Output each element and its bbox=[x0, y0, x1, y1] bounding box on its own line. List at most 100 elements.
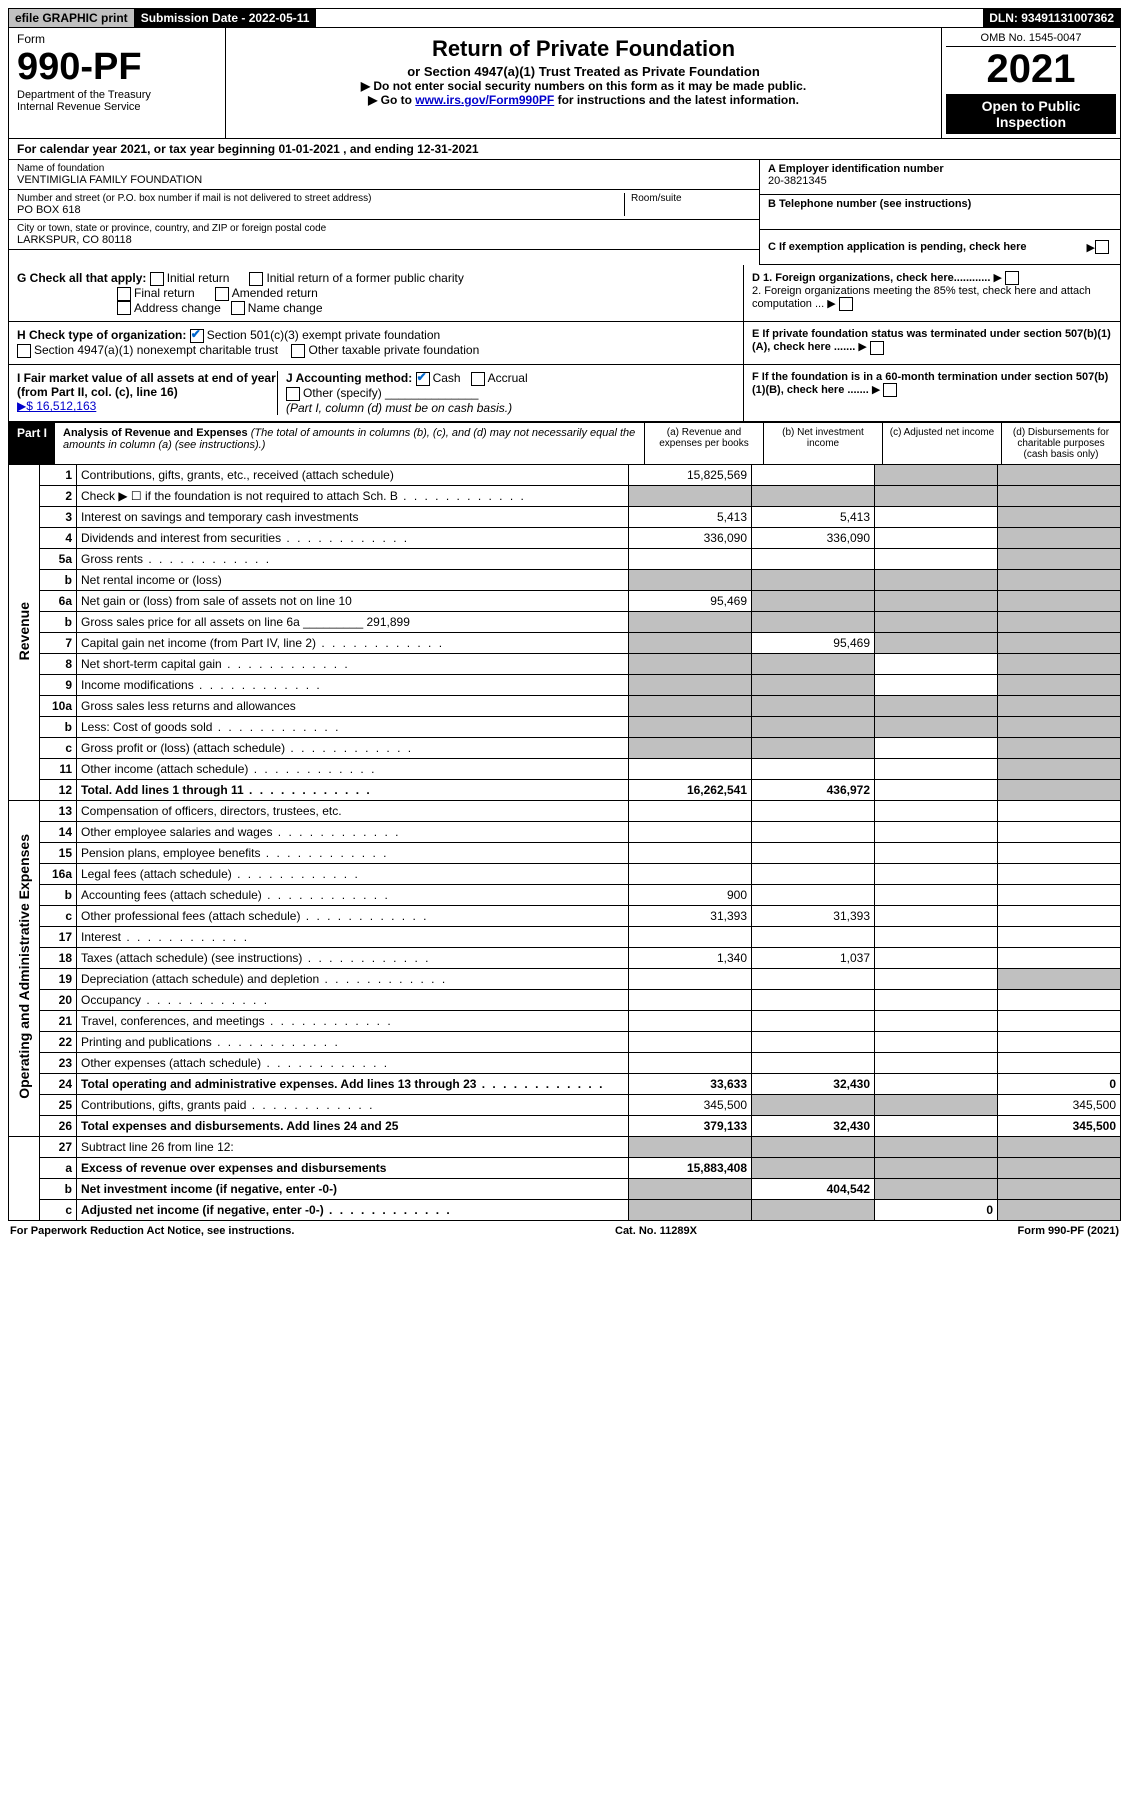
table-cell bbox=[998, 1199, 1121, 1220]
table-cell bbox=[998, 1157, 1121, 1178]
table-cell bbox=[875, 569, 998, 590]
table-row: aExcess of revenue over expenses and dis… bbox=[9, 1157, 1121, 1178]
table-cell bbox=[998, 800, 1121, 821]
efile-print-btn[interactable]: efile GRAPHIC print bbox=[9, 9, 135, 27]
table-cell: 32,430 bbox=[752, 1073, 875, 1094]
opt-other-taxable: Other taxable private foundation bbox=[308, 343, 479, 357]
cb-d1[interactable] bbox=[1005, 271, 1019, 285]
note-ssn: ▶ Do not enter social security numbers o… bbox=[232, 79, 935, 93]
cb-amended[interactable] bbox=[215, 287, 229, 301]
cb-cash[interactable] bbox=[416, 372, 430, 386]
fmv-value[interactable]: ▶$ 16,512,163 bbox=[17, 399, 96, 413]
opt-amended: Amended return bbox=[232, 286, 318, 300]
table-row: 17Interest bbox=[9, 926, 1121, 947]
table-row: bLess: Cost of goods sold bbox=[9, 716, 1121, 737]
form990pf-link[interactable]: www.irs.gov/Form990PF bbox=[415, 93, 554, 107]
table-cell: 95,469 bbox=[629, 590, 752, 611]
table-cell: 5,413 bbox=[752, 506, 875, 527]
line-no: 23 bbox=[40, 1052, 77, 1073]
table-row: 12Total. Add lines 1 through 1116,262,54… bbox=[9, 779, 1121, 800]
phone-label: B Telephone number (see instructions) bbox=[768, 198, 1112, 210]
table-row: 25Contributions, gifts, grants paid345,5… bbox=[9, 1094, 1121, 1115]
table-cell: 436,972 bbox=[752, 779, 875, 800]
table-cell bbox=[998, 926, 1121, 947]
dept: Department of the Treasury bbox=[17, 89, 217, 101]
table-cell bbox=[875, 695, 998, 716]
table-cell bbox=[752, 842, 875, 863]
exemption-checkbox[interactable] bbox=[1095, 240, 1109, 254]
i-label: I Fair market value of all assets at end… bbox=[17, 371, 276, 399]
table-row: 9Income modifications bbox=[9, 674, 1121, 695]
cb-address-change[interactable] bbox=[117, 301, 131, 315]
j-label: J Accounting method: bbox=[286, 371, 412, 385]
line-no: 21 bbox=[40, 1010, 77, 1031]
line-desc: Less: Cost of goods sold bbox=[77, 716, 629, 737]
table-cell: 33,633 bbox=[629, 1073, 752, 1094]
cb-name-change[interactable] bbox=[231, 301, 245, 315]
city-state-zip: LARKSPUR, CO 80118 bbox=[17, 234, 751, 246]
table-cell bbox=[752, 1052, 875, 1073]
table-cell: 900 bbox=[629, 884, 752, 905]
table-cell bbox=[998, 884, 1121, 905]
table-cell bbox=[752, 716, 875, 737]
header-mid: Return of Private Foundation or Section … bbox=[226, 28, 941, 138]
note2-post: for instructions and the latest informat… bbox=[554, 93, 799, 107]
cb-initial-former[interactable] bbox=[249, 272, 263, 286]
table-cell bbox=[629, 1031, 752, 1052]
table-cell: 31,393 bbox=[629, 905, 752, 926]
cb-other-taxable[interactable] bbox=[291, 344, 305, 358]
table-cell bbox=[875, 1157, 998, 1178]
table-cell bbox=[875, 632, 998, 653]
cb-d2[interactable] bbox=[839, 297, 853, 311]
table-cell bbox=[875, 989, 998, 1010]
f-label: F If the foundation is in a 60-month ter… bbox=[752, 371, 1108, 396]
line-no: b bbox=[40, 884, 77, 905]
line-no: 24 bbox=[40, 1073, 77, 1094]
line-no: b bbox=[40, 716, 77, 737]
cb-initial-return[interactable] bbox=[150, 272, 164, 286]
cb-e[interactable] bbox=[870, 341, 884, 355]
table-row: 19Depreciation (attach schedule) and dep… bbox=[9, 968, 1121, 989]
line-desc: Accounting fees (attach schedule) bbox=[77, 884, 629, 905]
table-cell bbox=[998, 989, 1121, 1010]
opt-cash: Cash bbox=[433, 371, 461, 385]
line-no: 12 bbox=[40, 779, 77, 800]
table-row: 11Other income (attach schedule) bbox=[9, 758, 1121, 779]
table-cell: 336,090 bbox=[752, 527, 875, 548]
table-row: 6aNet gain or (loss) from sale of assets… bbox=[9, 590, 1121, 611]
cb-accrual[interactable] bbox=[471, 372, 485, 386]
line-desc: Net investment income (if negative, ente… bbox=[77, 1178, 629, 1199]
paperwork-notice: For Paperwork Reduction Act Notice, see … bbox=[10, 1225, 294, 1237]
line-no: 6a bbox=[40, 590, 77, 611]
line-no: 16a bbox=[40, 863, 77, 884]
table-cell bbox=[875, 800, 998, 821]
table-row: 26Total expenses and disbursements. Add … bbox=[9, 1115, 1121, 1136]
cb-f[interactable] bbox=[883, 383, 897, 397]
table-row: bNet investment income (if negative, ent… bbox=[9, 1178, 1121, 1199]
table-cell bbox=[998, 653, 1121, 674]
table-row: 10aGross sales less returns and allowanc… bbox=[9, 695, 1121, 716]
table-cell bbox=[998, 737, 1121, 758]
cb-501c3[interactable] bbox=[190, 329, 204, 343]
table-cell bbox=[629, 800, 752, 821]
opt-4947a1: Section 4947(a)(1) nonexempt charitable … bbox=[34, 343, 278, 357]
table-cell bbox=[629, 989, 752, 1010]
opt-initial-former: Initial return of a former public charit… bbox=[266, 271, 463, 285]
cb-4947a1[interactable] bbox=[17, 344, 31, 358]
line-no: c bbox=[40, 1199, 77, 1220]
cb-other-method[interactable] bbox=[286, 387, 300, 401]
opt-addrchange: Address change bbox=[134, 301, 221, 315]
col-a-hdr: (a) Revenue and expenses per books bbox=[644, 423, 763, 464]
table-cell bbox=[629, 569, 752, 590]
e-label: E If private foundation status was termi… bbox=[752, 328, 1111, 353]
form-title: Return of Private Foundation bbox=[232, 36, 935, 62]
table-cell bbox=[752, 674, 875, 695]
table-row: Revenue1Contributions, gifts, grants, et… bbox=[9, 465, 1121, 486]
table-row: 3Interest on savings and temporary cash … bbox=[9, 506, 1121, 527]
calendar-year-line: For calendar year 2021, or tax year begi… bbox=[8, 139, 1121, 160]
table-cell: 345,500 bbox=[629, 1094, 752, 1115]
line-no: 20 bbox=[40, 989, 77, 1010]
name-label: Name of foundation bbox=[17, 163, 751, 174]
line-no: a bbox=[40, 1157, 77, 1178]
cb-final-return[interactable] bbox=[117, 287, 131, 301]
